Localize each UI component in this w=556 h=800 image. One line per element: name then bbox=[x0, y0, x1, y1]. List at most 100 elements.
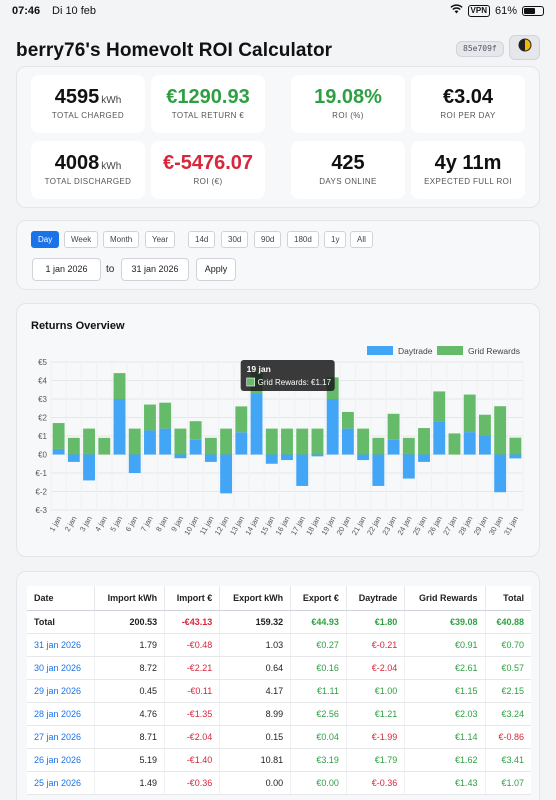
bar-daytrade bbox=[296, 454, 309, 486]
column-header[interactable]: Export € bbox=[290, 586, 347, 611]
column-header[interactable]: Import € bbox=[164, 586, 220, 611]
status-time: 07:46 bbox=[12, 5, 41, 17]
table-cell: 8.72 bbox=[93, 656, 165, 680]
table-cell: 1.03 bbox=[219, 633, 291, 657]
table-cell: €-1.99 bbox=[345, 725, 405, 749]
table-cell: 0.15 bbox=[219, 725, 291, 749]
apply-button[interactable]: Apply bbox=[196, 258, 236, 281]
range-180d-button[interactable]: 180d bbox=[287, 231, 319, 248]
stat-number: 4y 11m bbox=[434, 152, 502, 174]
range-30d-button[interactable]: 30d bbox=[221, 231, 249, 248]
column-header[interactable]: Date bbox=[27, 586, 95, 611]
legend-swatch bbox=[367, 346, 393, 355]
x-tick-label: 10 jan bbox=[182, 515, 200, 537]
bar-daytrade bbox=[281, 454, 293, 461]
date-cell: 26 jan 2026 bbox=[27, 748, 95, 772]
stat-label: DAYS ONLINE bbox=[319, 177, 377, 186]
returns-chart[interactable]: €-3 €-2 €-1 €0 €1 €2 €3 €4 €5 1 jan 2 jan 3 jan 4 ja… bbox=[17, 304, 541, 558]
bar-daytrade bbox=[418, 454, 430, 462]
column-header[interactable]: Daytrade bbox=[345, 586, 405, 611]
bar-grid-rewards bbox=[281, 428, 293, 455]
table-row: 27 jan 2026 8.71 -€2.04 0.15 €0.04 €-1.99 €1.1… bbox=[27, 725, 531, 749]
bar-grid-rewards bbox=[265, 428, 278, 455]
date-link[interactable]: 25 jan 2026 bbox=[34, 777, 82, 788]
table-cell: €1.21 bbox=[345, 702, 405, 726]
bar-daytrade bbox=[250, 393, 263, 455]
period-day-button[interactable]: Day bbox=[31, 231, 60, 248]
table-row: 31 jan 2026 1.79 -€0.48 1.03 €0.27 €-0.21 €0.9… bbox=[27, 633, 531, 657]
to-label: to bbox=[106, 264, 115, 275]
range-1y-button[interactable]: 1y bbox=[324, 231, 347, 248]
table-cell: €1.00 bbox=[345, 679, 405, 703]
table-cell: -€0.11 bbox=[164, 679, 220, 703]
date-link[interactable]: 30 jan 2026 bbox=[34, 662, 82, 673]
range-all-button[interactable]: All bbox=[350, 231, 373, 248]
daily-returns-table: Date Import kWh Import € Export kWh Export €… bbox=[27, 586, 531, 795]
bar-daytrade bbox=[326, 399, 339, 455]
column-header[interactable]: Grid Rewards bbox=[404, 586, 486, 611]
x-tick-label: 3 jan bbox=[78, 515, 94, 534]
date-link[interactable]: 29 jan 2026 bbox=[34, 685, 82, 696]
stat-number: €3.04 bbox=[442, 86, 494, 108]
bar-daytrade bbox=[402, 454, 415, 479]
table-cell: €3.19 bbox=[290, 748, 347, 772]
table-cell: €0.57 bbox=[484, 656, 531, 680]
column-header[interactable]: Total bbox=[484, 586, 531, 611]
bar-daytrade bbox=[159, 428, 172, 455]
table-total-row: Total 200.53 -€43.13 159.32 €44.93 €1.80 €39.0… bbox=[27, 610, 531, 634]
stat-label: EXPECTED FULL ROI bbox=[424, 177, 512, 186]
returns-chart-panel: Returns Overview €-3 €-2 €-1 €0 €1 €2 €3 €4 €5 1 … bbox=[16, 303, 540, 557]
date-link[interactable]: 26 jan 2026 bbox=[34, 754, 82, 765]
end-date-input[interactable]: 31 jan 2026 bbox=[121, 258, 189, 281]
period-year-button[interactable]: Year bbox=[145, 231, 176, 248]
table-cell: €1.11 bbox=[290, 679, 347, 703]
y-tick-label: €3 bbox=[38, 395, 47, 404]
bar-grid-rewards bbox=[509, 437, 522, 455]
bar-daytrade bbox=[128, 454, 141, 473]
stat-value: 425 bbox=[291, 151, 405, 175]
period-week-button[interactable]: Week bbox=[64, 231, 99, 248]
bar-daytrade bbox=[220, 454, 233, 494]
bar-grid-rewards bbox=[372, 437, 385, 455]
bar-daytrade bbox=[494, 454, 507, 493]
table-cell: 0.45 bbox=[93, 679, 165, 703]
stat-value: €-5476.07 bbox=[151, 151, 265, 175]
theme-toggle-button[interactable] bbox=[509, 35, 540, 60]
x-tick-label: 8 jan bbox=[154, 515, 170, 534]
stat-number: €1290.93 bbox=[166, 86, 250, 108]
date-link[interactable]: 27 jan 2026 bbox=[34, 731, 82, 742]
bar-grid-rewards bbox=[83, 428, 96, 455]
bar-grid-rewards bbox=[144, 404, 156, 431]
table-cell: -€2.04 bbox=[164, 725, 220, 749]
stat-number: 425 bbox=[331, 152, 365, 174]
y-tick-label: €1 bbox=[38, 432, 47, 441]
column-header[interactable]: Import kWh bbox=[93, 586, 165, 611]
table-row: 28 jan 2026 4.76 -€1.35 8.99 €2.56 €1.21 €2.03… bbox=[27, 702, 531, 726]
date-link[interactable]: 31 jan 2026 bbox=[34, 639, 82, 650]
table-cell: €2.15 bbox=[484, 679, 531, 703]
column-header[interactable]: Export kWh bbox=[219, 586, 291, 611]
table-cell: €2.03 bbox=[404, 702, 486, 726]
bar-daytrade bbox=[463, 432, 476, 455]
period-month-button[interactable]: Month bbox=[103, 231, 140, 248]
table-header-row: Date Import kWh Import € Export kWh Export €… bbox=[27, 586, 531, 611]
table-cell: €0.91 bbox=[404, 633, 486, 657]
daily-table-panel: Date Import kWh Import € Export kWh Export €… bbox=[16, 571, 540, 800]
tooltip-text: Grid Rewards: €1.17 bbox=[258, 378, 332, 387]
stat-label: ROI PER DAY bbox=[440, 111, 496, 120]
date-link[interactable]: 28 jan 2026 bbox=[34, 708, 82, 719]
bar-grid-rewards bbox=[128, 428, 141, 455]
status-date: Di 10 feb bbox=[52, 5, 97, 17]
bar-daytrade bbox=[341, 428, 354, 455]
table-cell: €1.15 bbox=[404, 679, 486, 703]
bar-grid-rewards bbox=[235, 406, 248, 433]
stat-card: 4595 kWh TOTAL CHARGED bbox=[31, 75, 145, 133]
start-date-input[interactable]: 1 jan 2026 bbox=[32, 258, 101, 281]
table-cell: -€1.35 bbox=[164, 702, 220, 726]
range-14d-button[interactable]: 14d bbox=[188, 231, 216, 248]
stat-value: 4008 kWh bbox=[31, 151, 145, 175]
battery-icon bbox=[522, 5, 544, 16]
range-90d-button[interactable]: 90d bbox=[254, 231, 282, 248]
table-cell: €0.04 bbox=[290, 725, 347, 749]
date-cell: 27 jan 2026 bbox=[27, 725, 95, 749]
